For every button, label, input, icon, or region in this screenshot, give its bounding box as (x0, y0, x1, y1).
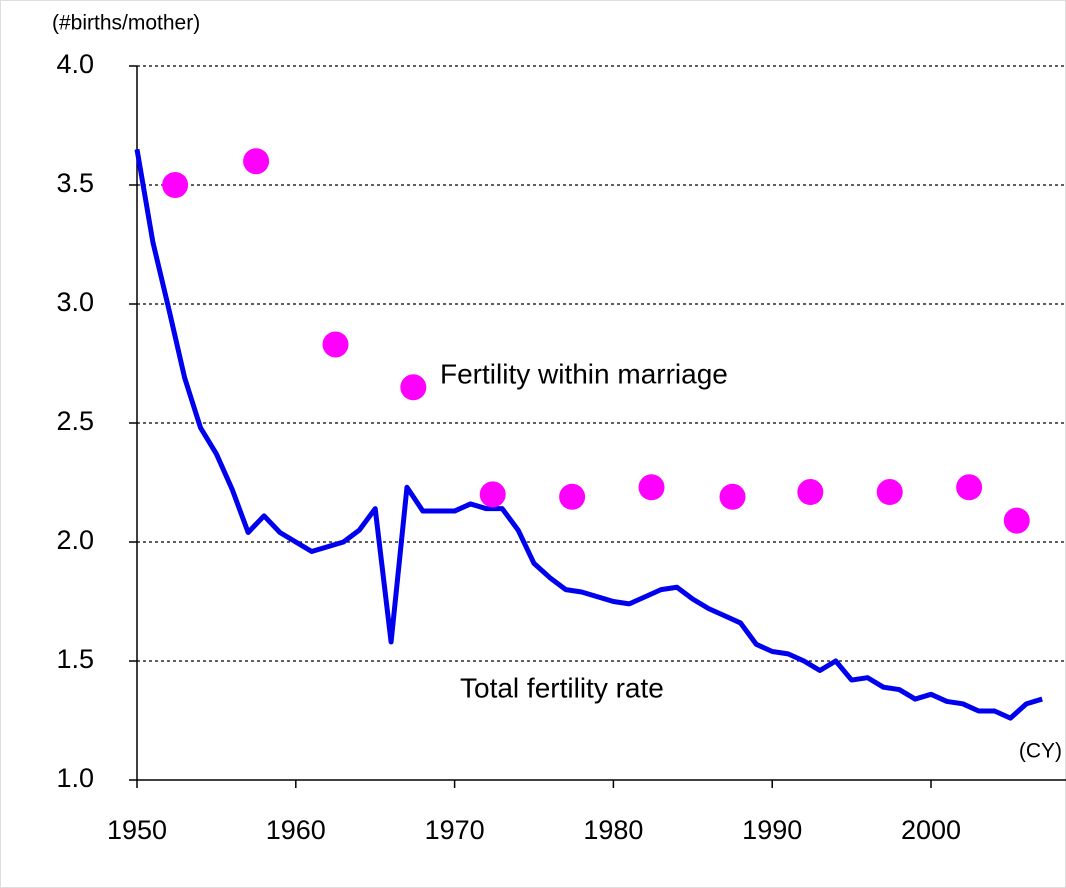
y-tick-label: 2.5 (56, 406, 94, 436)
y-axis-label: (#births/mother) (52, 12, 200, 35)
point (956, 474, 983, 501)
point (1003, 507, 1030, 534)
annotation: Fertility within marriage (440, 358, 728, 389)
line (134, 148, 1043, 721)
x-axis-label: (CY) (1019, 740, 1062, 763)
y-tick-label: 1.5 (56, 644, 94, 674)
point (638, 474, 665, 501)
x-tick-label: 1990 (742, 815, 802, 845)
x-tick-label: 1960 (266, 815, 326, 845)
y-tick-label: 4.0 (56, 49, 94, 79)
point (559, 483, 586, 510)
x-tick-label: 1980 (583, 815, 643, 845)
x-tick-label: 1970 (425, 815, 485, 845)
point (479, 481, 506, 508)
point (162, 172, 189, 198)
point (243, 148, 270, 175)
point (719, 483, 746, 510)
point (322, 331, 349, 358)
point (876, 479, 903, 506)
y-tick-label: 1.0 (56, 763, 94, 793)
x-tick-label: 1950 (107, 815, 167, 845)
point (797, 479, 824, 506)
point (400, 374, 427, 401)
x-tick-label: 2000 (901, 815, 961, 845)
annotation: Total fertility rate (460, 672, 664, 703)
y-tick-label: 3.5 (56, 168, 94, 198)
y-tick-label: 3.0 (56, 287, 94, 317)
y-tick-label: 2.0 (56, 525, 94, 555)
